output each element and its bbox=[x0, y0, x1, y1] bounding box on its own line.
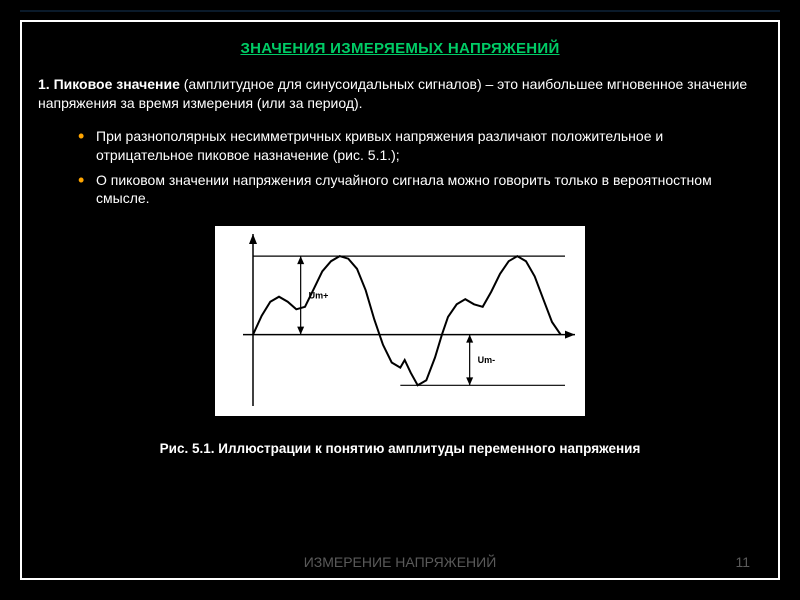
figure-caption: Рис. 5.1. Иллюстрации к понятию амплитуд… bbox=[38, 441, 762, 456]
top-accent-bar bbox=[20, 10, 780, 12]
waveform-figure: Um+ Um- bbox=[215, 226, 585, 416]
figure-container: Um+ Um- bbox=[38, 226, 762, 421]
bullet-text: При разнополярных несимметричных кривых … bbox=[96, 128, 663, 163]
footer-text: ИЗМЕРЕНИЕ НАПРЯЖЕНИЙ bbox=[40, 554, 760, 570]
bullet-list: При разнополярных несимметричных кривых … bbox=[38, 127, 762, 209]
figure-bg bbox=[215, 226, 585, 416]
list-item: При разнополярных несимметричных кривых … bbox=[78, 127, 762, 165]
svg-text:Um-: Um- bbox=[478, 355, 496, 365]
slide-content: ЗНАЧЕНИЯ ИЗМЕРЯЕМЫХ НАПРЯЖЕНИЙ 1. Пиково… bbox=[38, 40, 762, 550]
svg-text:Um+: Um+ bbox=[309, 291, 329, 301]
intro-lead: 1. Пиковое значение bbox=[38, 76, 180, 92]
slide-title: ЗНАЧЕНИЯ ИЗМЕРЯЕМЫХ НАПРЯЖЕНИЙ bbox=[38, 40, 762, 57]
bullet-text: О пиковом значении напряжения случайного… bbox=[96, 172, 712, 207]
page-number: 11 bbox=[735, 554, 750, 570]
intro-paragraph: 1. Пиковое значение (амплитудное для син… bbox=[38, 75, 762, 113]
list-item: О пиковом значении напряжения случайного… bbox=[78, 171, 762, 209]
